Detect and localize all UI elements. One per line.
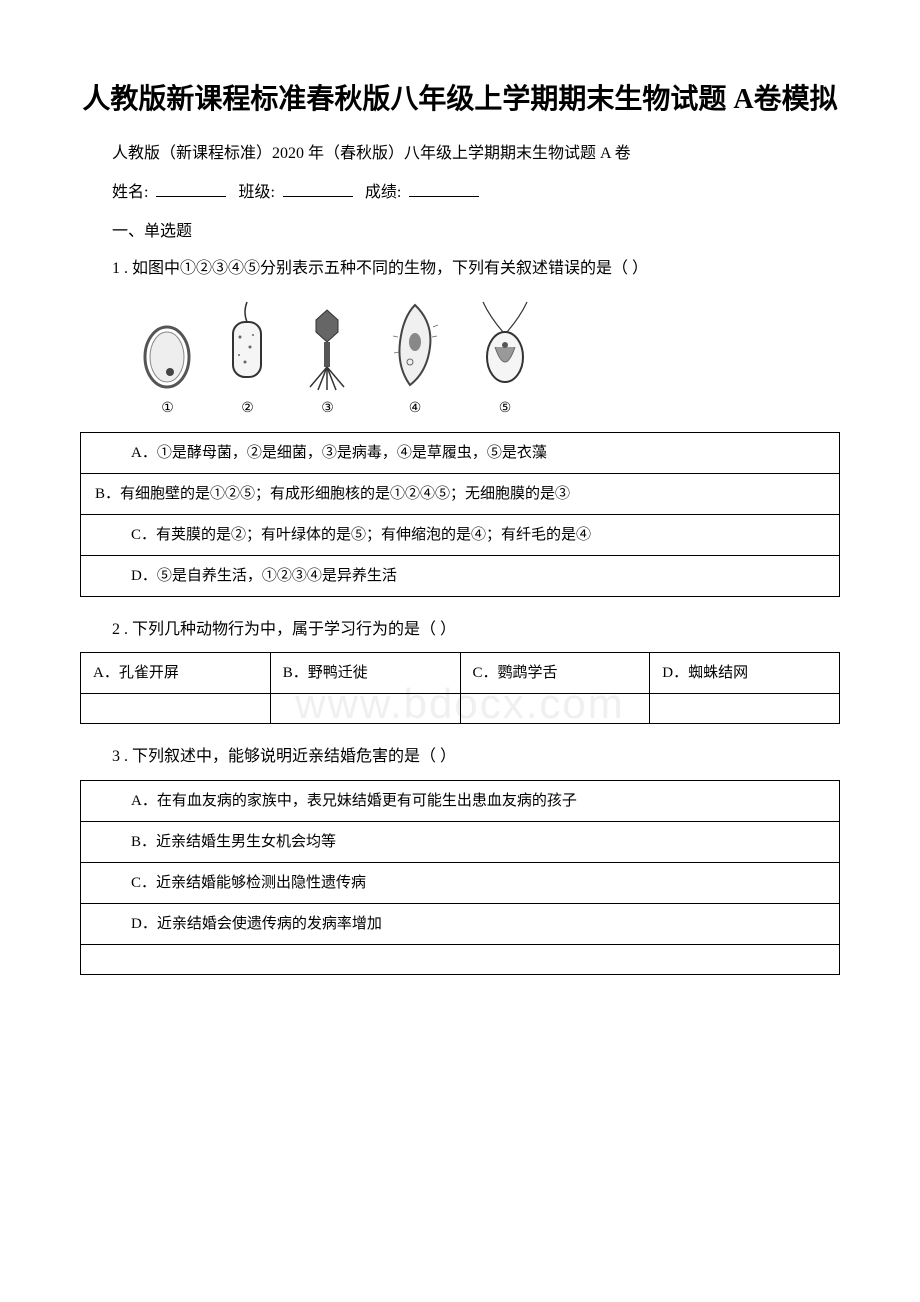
class-blank	[283, 179, 353, 197]
section-1-header: 一、单选题	[80, 217, 840, 241]
question-1-options: A．①是酵母菌，②是细菌，③是病毒，④是草履虫，⑤是衣藻 B．有细胞壁的是①②⑤…	[80, 432, 840, 597]
q2-empty-a	[81, 694, 271, 724]
name-blank	[156, 179, 226, 197]
name-label: 姓名:	[112, 184, 148, 201]
paramecium-icon	[385, 297, 445, 392]
yeast-icon	[140, 312, 195, 392]
question-2-text: 2 . 下列几种动物行为中，属于学习行为的是（ ）	[80, 617, 840, 643]
organism-2-label: ②	[241, 400, 254, 417]
q1-option-a: A．①是酵母菌，②是细菌，③是病毒，④是草履虫，⑤是衣藻	[81, 432, 840, 473]
score-blank	[409, 179, 479, 197]
q2-empty-c	[460, 694, 650, 724]
question-1-text: 1 . 如图中①②③④⑤分别表示五种不同的生物，下列有关叙述错误的是（ ）	[80, 256, 840, 282]
question-2-options: A．孔雀开屏 B．野鸭迁徙 C．鹦鹉学舌 D．蜘蛛结网	[80, 652, 840, 724]
organism-3-label: ③	[321, 400, 334, 417]
organism-2: ②	[225, 297, 270, 417]
organism-5: ⑤	[475, 297, 535, 417]
subtitle: 人教版（新课程标准）2020 年（春秋版）八年级上学期期末生物试题 A 卷	[80, 139, 840, 163]
q1-option-b: B．有细胞壁的是①②⑤；有成形细胞核的是①②④⑤；无细胞膜的是③	[81, 473, 840, 514]
organism-3: ③	[300, 302, 355, 417]
q3-option-a: A．在有血友病的家族中，表兄妹结婚更有可能生出患血友病的孩子	[81, 780, 840, 821]
student-info-line: 姓名: 班级: 成绩:	[80, 178, 840, 202]
organism-4-label: ④	[409, 400, 422, 417]
question-3-text: 3 . 下列叙述中，能够说明近亲结婚危害的是（ ）	[80, 744, 840, 770]
organism-4: ④	[385, 297, 445, 417]
organism-5-label: ⑤	[499, 400, 512, 417]
q2-option-d: D．蜘蛛结网	[650, 653, 840, 694]
virus-icon	[300, 302, 355, 392]
chlamydomonas-icon	[475, 297, 535, 392]
organism-1-label: ①	[161, 400, 174, 417]
score-label: 成绩:	[365, 184, 401, 201]
q2-option-c: C．鹦鹉学舌	[460, 653, 650, 694]
q2-option-b: B．野鸭迁徙	[270, 653, 460, 694]
q3-empty	[81, 944, 840, 974]
q3-option-b: B．近亲结婚生男生女机会均等	[81, 821, 840, 862]
question-3-options: A．在有血友病的家族中，表兄妹结婚更有可能生出患血友病的孩子 B．近亲结婚生男生…	[80, 780, 840, 975]
organism-figure: ① ② ③	[140, 297, 840, 417]
q3-option-c: C．近亲结婚能够检测出隐性遗传病	[81, 862, 840, 903]
q2-empty-d	[650, 694, 840, 724]
class-label: 班级:	[238, 184, 274, 201]
q3-option-d: D．近亲结婚会使遗传病的发病率增加	[81, 903, 840, 944]
q2-option-a: A．孔雀开屏	[81, 653, 271, 694]
q2-empty-b	[270, 694, 460, 724]
bacteria-icon	[225, 297, 270, 392]
q1-option-c: C．有荚膜的是②；有叶绿体的是⑤；有伸缩泡的是④；有纤毛的是④	[81, 514, 840, 555]
organism-1: ①	[140, 312, 195, 417]
q1-option-d: D．⑤是自养生活，①②③④是异养生活	[81, 555, 840, 596]
main-title: 人教版新课程标准春秋版八年级上学期期末生物试题 A卷模拟	[80, 80, 840, 119]
